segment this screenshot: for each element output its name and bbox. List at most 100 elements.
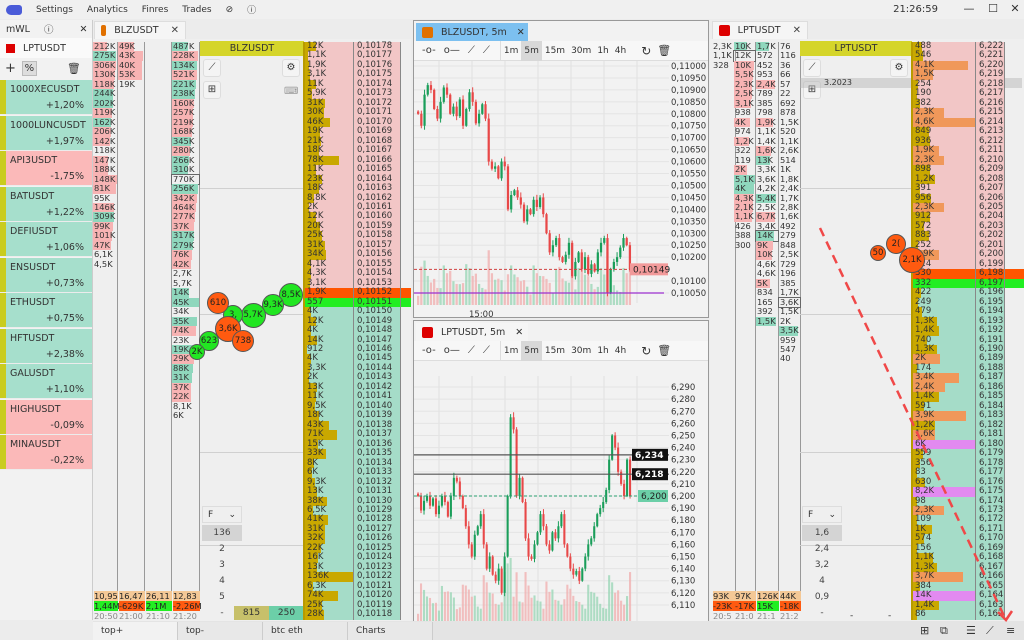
price-cell[interactable]: 0,10176 [354,60,400,71]
price-cell[interactable]: 6,222 [976,41,1004,52]
keyboard-icon[interactable]: ⌨ [284,86,299,97]
volume-cell[interactable]: 4K [305,306,353,317]
price-cell[interactable]: 0,10123 [354,562,400,573]
price-cell[interactable]: 6,203 [976,221,1004,232]
cluster-cell[interactable]: 452 [756,60,778,70]
volume-cell[interactable]: 22K [305,543,353,554]
cluster-cell[interactable]: 878 [779,108,800,117]
volume-cell[interactable]: 9,3K [305,477,353,488]
volume-cell[interactable]: 18K [305,183,353,194]
price-cell[interactable]: 0,10173 [354,88,400,99]
close-icon[interactable]: ✕ [170,25,179,36]
cluster-cell[interactable]: 2,5K [779,250,800,259]
price-cell[interactable]: 0,10162 [354,193,400,203]
cluster-cell[interactable]: 1,5K [779,306,800,316]
close-icon[interactable]: ✕ [516,26,525,38]
volume-cell[interactable]: 391 [913,183,975,194]
price-cell[interactable]: 0,10139 [354,410,400,421]
volume-cell[interactable]: 33K [305,448,353,459]
filter-option[interactable]: - [820,608,824,618]
price-cell[interactable]: 0,10131 [354,486,400,497]
cluster-cell[interactable]: 1,5K [779,117,800,127]
ray-icon[interactable]: o— [443,345,460,356]
cluster-cell[interactable]: 4,5K [93,259,117,269]
cluster-cell[interactable]: 29K [172,354,199,364]
help-icon[interactable]: ⓘ [43,25,54,36]
cluster-cell[interactable]: 3,6K [756,174,778,184]
cluster-cell[interactable]: 162K [93,117,117,128]
cluster-cell[interactable]: 317K [172,231,199,241]
chart-tab[interactable]: BLZUSDT, 5m ✕ [416,23,528,41]
price-cell[interactable]: 6,216 [976,98,1004,109]
watchlist-item[interactable]: ENSUSDT +0,73% [0,257,92,293]
reset-icon[interactable]: ↻ [641,343,652,358]
tab-btc-eth[interactable]: btc eth [263,622,348,640]
cluster-cell[interactable]: 202K [93,98,117,109]
cluster-cell[interactable]: 35K [172,316,199,327]
filter-option[interactable]: 5 [219,592,225,602]
price-cell[interactable]: 0,10167 [354,145,400,156]
cluster-cell[interactable]: 74K [172,325,199,336]
add-window-icon[interactable]: ⧉ [940,624,948,637]
cluster-cell[interactable]: 3,6K [778,296,801,309]
price-cell[interactable]: 0,10171 [354,107,400,118]
cluster-cell[interactable]: 6,7K [756,212,778,222]
price-cell[interactable]: 0,10146 [354,344,400,355]
horizontal-line-icon[interactable]: -o- [422,345,436,356]
volume-cell[interactable]: 11K [305,164,353,175]
price-cell[interactable]: 0,10142 [354,382,400,393]
price-cell[interactable]: 0,10150 [354,306,400,317]
cluster-cell[interactable]: 142K [93,136,117,147]
cluster-cell[interactable]: 729 [779,259,800,269]
minimize-icon[interactable]: — [963,2,975,15]
cluster-cell[interactable]: 279 [779,231,800,240]
cluster-cell[interactable]: 238K [172,89,199,99]
cluster-cell[interactable]: 228K [172,51,199,61]
cluster-cell[interactable]: 212K [93,41,117,52]
cluster-cell[interactable]: 34K [172,306,199,316]
cluster-cell[interactable]: 1,6K [779,212,800,221]
tab-charts[interactable]: Charts [348,622,433,640]
volume-cell[interactable]: 78K [305,155,353,166]
percent-icon[interactable]: % [21,60,37,76]
price-cell[interactable]: 0,10175 [354,69,400,80]
filter-option[interactable]: 2,4 [814,544,830,554]
gear-icon[interactable]: ⚙ [890,59,908,77]
price-cell[interactable]: 6,208 [976,174,1004,185]
cluster-cell[interactable]: 2,7K [172,269,199,278]
volume-cell[interactable]: 1,9K [913,145,975,156]
volume-cell[interactable]: 30K [305,108,353,118]
menu-analytics[interactable]: Analytics [86,4,128,15]
close-icon[interactable]: ✕ [1010,2,1020,15]
volume-cell[interactable]: 11K [305,79,353,90]
timeframe-5m[interactable]: 5m [521,40,542,61]
price-cell[interactable]: 6,221 [976,50,1004,61]
timeframe-4h[interactable]: 4h [614,345,627,356]
price-cell[interactable]: 0,10144 [354,363,400,374]
cluster-cell[interactable]: 257K [172,108,199,118]
cluster-cell[interactable]: 206K [93,126,117,137]
cluster-cell[interactable]: 19K [172,344,199,355]
volume-cell[interactable]: 46K [305,117,353,128]
price-cell[interactable]: 0,10121 [354,581,400,592]
candlestick-chart[interactable]: 6,290 6,280 6,270 6,260 6,250 6,240 6,230 6,220… [414,321,710,621]
volume-cell[interactable]: 15K [305,439,353,450]
cluster-cell[interactable]: 188K [93,164,117,175]
cluster-cell[interactable]: 49K [118,41,144,52]
watchlist-item[interactable]: HFTUSDT +2,38% [0,328,92,364]
timeframe-15m[interactable]: 15m [544,345,566,356]
price-cell[interactable]: 0,10149 [354,316,400,327]
cluster-cell[interactable]: 521K [172,70,199,80]
cluster-cell[interactable]: 309K [93,212,117,222]
volume-cell[interactable]: 4,3K [305,269,353,279]
volume-cell[interactable]: 2K [305,373,353,383]
volume-cell[interactable]: 12K [305,316,353,327]
volume-cell[interactable]: 34K [305,250,353,260]
cluster-cell[interactable]: 1,8K [779,174,800,184]
price-cell[interactable]: 6,209 [976,164,1004,175]
price-cell[interactable]: 6,205 [976,202,1004,213]
cluster-cell[interactable]: 36 [779,60,800,70]
price-cell[interactable]: 0,10126 [354,533,400,544]
volume-cell[interactable]: 3,3K [305,363,353,374]
volume-cell[interactable]: 31K [305,240,353,251]
